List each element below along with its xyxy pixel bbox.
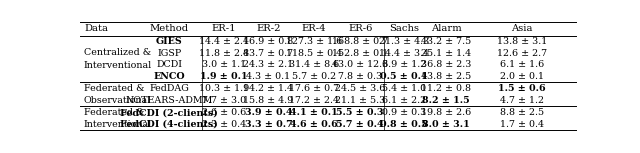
Text: 8.8 ± 2.5: 8.8 ± 2.5 <box>500 108 544 117</box>
Text: 3.0 ± 1.1: 3.0 ± 1.1 <box>202 60 246 69</box>
Text: 4.7 ± 1.2: 4.7 ± 1.2 <box>500 96 544 104</box>
Text: 5.7 ± 0.2: 5.7 ± 0.2 <box>292 72 336 80</box>
Text: 2.0 ± 0.1: 2.0 ± 0.1 <box>500 72 544 80</box>
Text: 25.1 ± 1.4: 25.1 ± 1.4 <box>421 49 471 58</box>
Text: 24.3 ± 2.1: 24.3 ± 2.1 <box>243 60 294 69</box>
Text: ER-1: ER-1 <box>212 24 236 34</box>
Text: FedCDI (4-clients): FedCDI (4-clients) <box>120 120 218 129</box>
Text: Centralized &
Interventional: Centralized & Interventional <box>84 48 152 70</box>
Text: 2.6 ± 0.6: 2.6 ± 0.6 <box>202 108 246 117</box>
Text: 14.4 ± 3.4: 14.4 ± 3.4 <box>379 49 429 58</box>
Text: 0.5 ± 0.4: 0.5 ± 0.4 <box>380 72 428 80</box>
Text: ER-2: ER-2 <box>256 24 281 34</box>
Text: 118.5 ± 0.4: 118.5 ± 0.4 <box>286 49 342 58</box>
Text: Method: Method <box>150 24 189 34</box>
Text: 36.8 ± 2.3: 36.8 ± 2.3 <box>421 60 472 69</box>
Text: 4.1 ± 0.1: 4.1 ± 0.1 <box>290 108 338 117</box>
Text: 127.3 ± 1.6: 127.3 ± 1.6 <box>285 37 342 46</box>
Text: 6.1 ± 1.6: 6.1 ± 1.6 <box>500 60 544 69</box>
Text: 7.7 ± 3.0: 7.7 ± 3.0 <box>202 96 246 104</box>
Text: ENCO: ENCO <box>154 72 185 80</box>
Text: 24.5 ± 3.6: 24.5 ± 3.6 <box>335 84 385 93</box>
Text: 17.6 ± 0.7: 17.6 ± 0.7 <box>289 84 339 93</box>
Text: 168.8 ± 0.7: 168.8 ± 0.7 <box>332 37 388 46</box>
Text: 43.7 ± 0.7: 43.7 ± 0.7 <box>243 49 294 58</box>
Text: Federated &
Observational: Federated & Observational <box>84 84 151 105</box>
Text: 43.0 ± 12.3: 43.0 ± 12.3 <box>332 60 388 69</box>
Text: 5.7 ± 0.4: 5.7 ± 0.4 <box>337 120 384 129</box>
Text: 1.9 ± 0.1: 1.9 ± 0.1 <box>200 72 248 80</box>
Text: 6.1 ± 2.2: 6.1 ± 2.2 <box>382 96 426 104</box>
Text: 1.5 ± 0.6: 1.5 ± 0.6 <box>498 84 546 93</box>
Text: 17.2 ± 2.4: 17.2 ± 2.4 <box>289 96 339 104</box>
Text: Data: Data <box>84 24 108 34</box>
Text: ER-4: ER-4 <box>301 24 326 34</box>
Text: 15.8 ± 4.9: 15.8 ± 4.9 <box>243 96 294 104</box>
Text: 11.2 ± 0.8: 11.2 ± 0.8 <box>421 84 471 93</box>
Text: 5.4 ± 1.0: 5.4 ± 1.0 <box>382 84 426 93</box>
Text: 46.9 ± 0.8: 46.9 ± 0.8 <box>243 37 294 46</box>
Text: FedDAG: FedDAG <box>149 84 189 93</box>
Text: FedCDI (2-clients): FedCDI (2-clients) <box>120 108 218 117</box>
Text: ER-6: ER-6 <box>348 24 372 34</box>
Text: Sachs: Sachs <box>389 24 419 34</box>
Text: 19.8 ± 2.6: 19.8 ± 2.6 <box>421 108 472 117</box>
Text: 21.1 ± 5.3: 21.1 ± 5.3 <box>335 96 385 104</box>
Text: Asia: Asia <box>511 24 532 34</box>
Text: Alarm: Alarm <box>431 24 461 34</box>
Text: 152.8 ± 0.1: 152.8 ± 0.1 <box>332 49 388 58</box>
Text: 0.9 ± 0.3: 0.9 ± 0.3 <box>382 108 426 117</box>
Text: 3.3 ± 0.7: 3.3 ± 0.7 <box>244 120 292 129</box>
Text: 11.8 ± 2.8: 11.8 ± 2.8 <box>199 49 249 58</box>
Text: 21.3 ± 4.3: 21.3 ± 4.3 <box>379 37 429 46</box>
Text: 0.8 ± 0.5: 0.8 ± 0.5 <box>380 120 428 129</box>
Text: 4.3 ± 0.1: 4.3 ± 0.1 <box>246 72 291 80</box>
Text: 13.8 ± 2.5: 13.8 ± 2.5 <box>421 72 472 80</box>
Text: 1.7 ± 0.4: 1.7 ± 0.4 <box>500 120 544 129</box>
Text: 14.4 ± 2.1: 14.4 ± 2.1 <box>199 37 249 46</box>
Text: 13.8 ± 3.1: 13.8 ± 3.1 <box>497 37 547 46</box>
Text: 2.3 ± 0.4: 2.3 ± 0.4 <box>202 120 246 129</box>
Text: IGSP: IGSP <box>157 49 181 58</box>
Text: Federated &
Interventional: Federated & Interventional <box>84 108 152 129</box>
Text: 7.8 ± 0.3: 7.8 ± 0.3 <box>338 72 382 80</box>
Text: 5.5 ± 0.3: 5.5 ± 0.3 <box>337 108 384 117</box>
Text: 4.6 ± 0.6: 4.6 ± 0.6 <box>290 120 338 129</box>
Text: 12.6 ± 2.7: 12.6 ± 2.7 <box>497 49 547 58</box>
Text: 43.2 ± 7.5: 43.2 ± 7.5 <box>421 37 472 46</box>
Text: 8.0 ± 3.1: 8.0 ± 3.1 <box>422 120 470 129</box>
Text: 31.4 ± 8.6: 31.4 ± 8.6 <box>289 60 339 69</box>
Text: DCDI: DCDI <box>156 60 182 69</box>
Text: 3.9 ± 0.4: 3.9 ± 0.4 <box>244 108 292 117</box>
Text: 8.2 ± 1.5: 8.2 ± 1.5 <box>422 96 470 104</box>
Text: 14.2 ± 1.4: 14.2 ± 1.4 <box>243 84 294 93</box>
Text: GIES: GIES <box>156 37 182 46</box>
Text: 10.3 ± 1.9: 10.3 ± 1.9 <box>198 84 249 93</box>
Text: NOTEARS-ADMM: NOTEARS-ADMM <box>125 96 213 104</box>
Text: 6.9 ± 1.2: 6.9 ± 1.2 <box>382 60 426 69</box>
